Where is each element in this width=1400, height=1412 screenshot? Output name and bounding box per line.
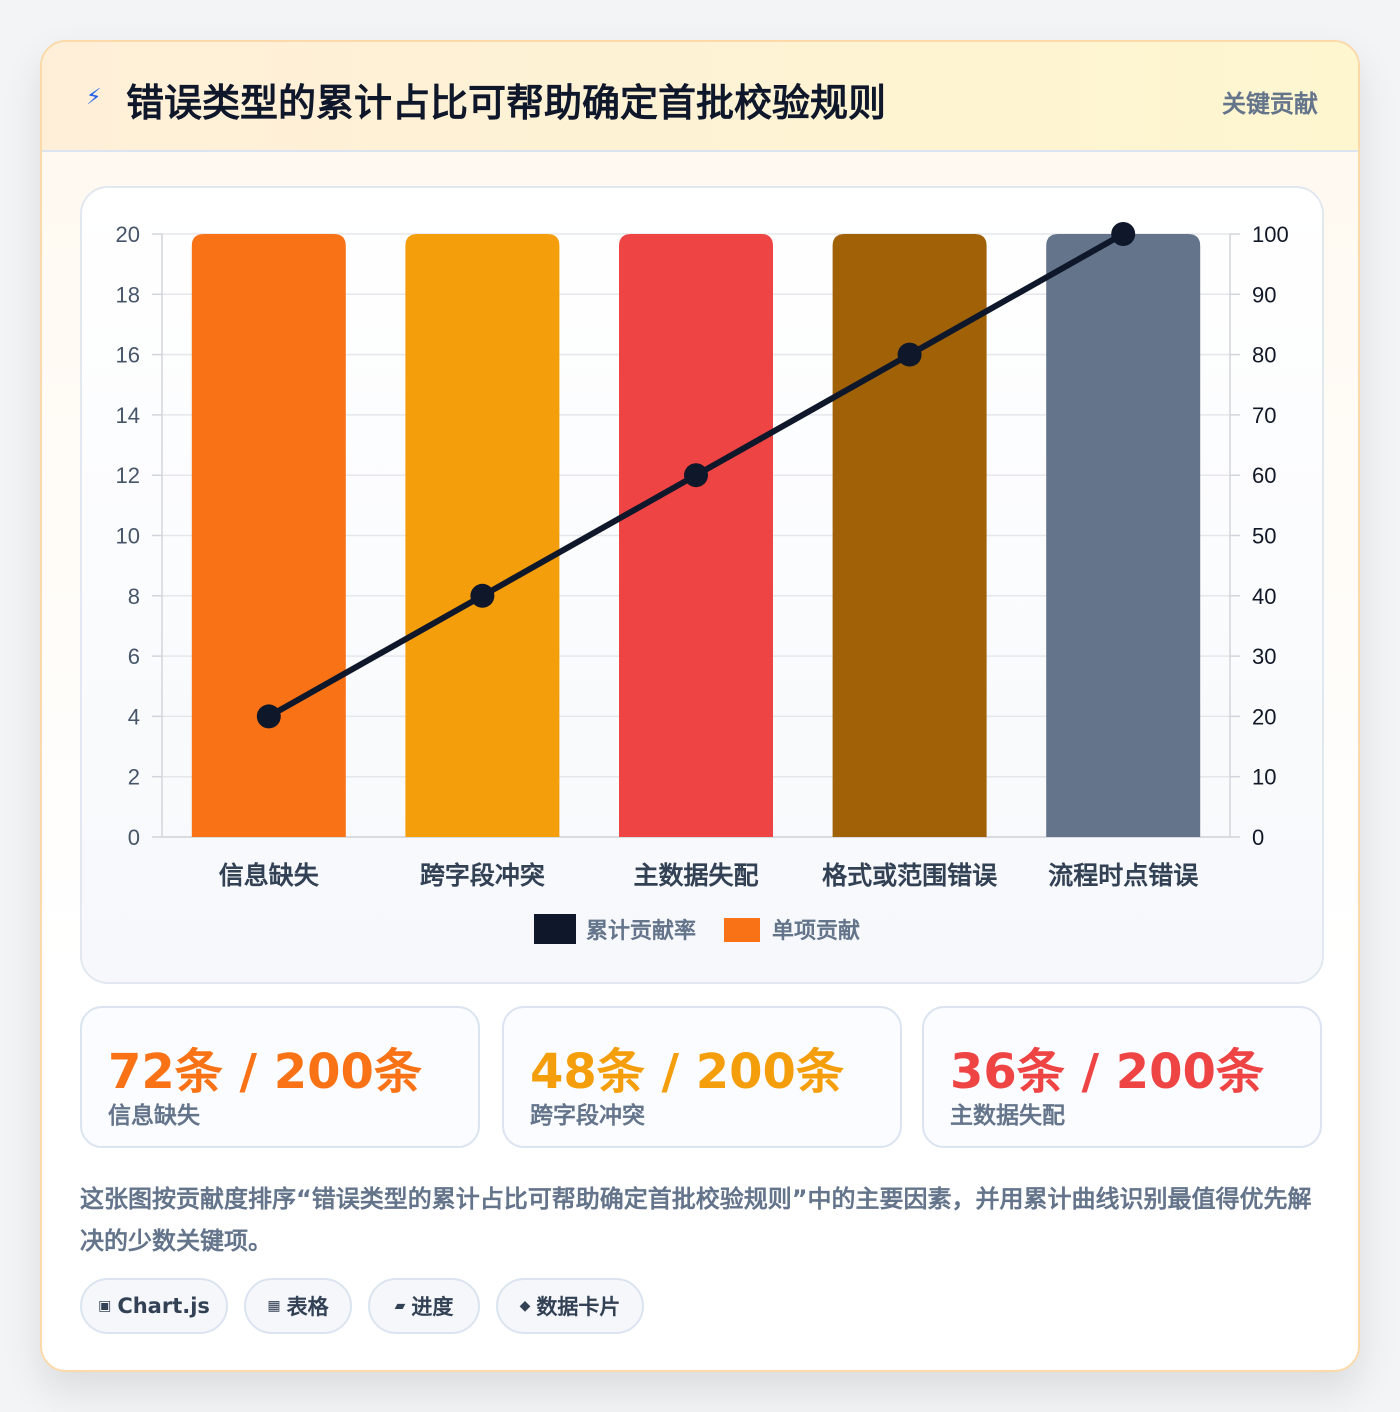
y-right-tick-label: 100 (1252, 222, 1289, 247)
tag-label: Chart.js (117, 1294, 210, 1318)
stat-label: 跨字段冲突 (530, 1103, 645, 1129)
bar (1046, 234, 1201, 837)
card-header: ⚡ 错误类型的累计占比可帮助确定首批校验规则 关键贡献 (42, 42, 1358, 152)
y-left-tick-label: 8 (128, 584, 140, 609)
y-right-tick-label: 30 (1252, 644, 1276, 669)
stat-value: 72条 / 200条 (108, 1044, 422, 1100)
bar (619, 234, 773, 837)
y-right-tick-label: 10 (1252, 765, 1276, 790)
y-right-tick-label: 40 (1252, 584, 1276, 609)
lightning-icon: ⚡ (86, 85, 102, 110)
legend-label-cumulative: 累计贡献率 (586, 918, 696, 944)
table-icon: ▦ (267, 1298, 281, 1314)
chart-description: 这张图按贡献度排序“错误类型的累计占比可帮助确定首批校验规则”中的主要因素，并用… (80, 1185, 1312, 1255)
x-tick-label: 跨字段冲突 (420, 861, 545, 890)
x-tick-label: 流程时点错误 (1048, 861, 1199, 890)
stat-card-2: 48条 / 200条 跨字段冲突 (502, 1006, 902, 1148)
stat-label: 主数据失配 (950, 1103, 1065, 1129)
data-card-icon: ◆ (519, 1298, 531, 1314)
pareto-chart: 0 2 4 6 8 10 12 14 16 18 20 0 10 20 30 40 50 60 70 80 90 100 信… (116, 222, 1289, 944)
x-tick-label: 格式或范围错误 (822, 861, 998, 890)
y-left-tick-label: 14 (116, 403, 140, 428)
x-tick-label: 信息缺失 (219, 861, 320, 890)
progress-icon: ▰ (394, 1298, 406, 1314)
y-left-tick-label: 4 (128, 704, 140, 729)
bar (405, 234, 560, 837)
bar (832, 234, 987, 837)
y-left-tick-label: 18 (116, 282, 140, 307)
legend-swatch-single (724, 918, 760, 942)
cumulative-point (684, 463, 708, 488)
tag-label: 进度 (411, 1295, 454, 1319)
y-right-tick-label: 50 (1252, 524, 1276, 549)
y-left-tick-label: 16 (116, 343, 140, 368)
bar (191, 234, 346, 837)
stat-value: 48条 / 200条 (530, 1044, 844, 1100)
legend-swatch-cumulative (534, 914, 576, 944)
tag-data-card[interactable]: ◆ 数据卡片 (496, 1278, 644, 1334)
tag-label: 数据卡片 (536, 1295, 621, 1319)
legend-label-single: 单项贡献 (772, 918, 860, 944)
page-title: 错误类型的累计占比可帮助确定首批校验规则 (126, 81, 887, 125)
y-right-tick-label: 20 (1252, 704, 1276, 729)
key-contribution-badge: 关键贡献 (1222, 90, 1318, 118)
cumulative-point (897, 342, 922, 367)
y-left-tick-label: 2 (128, 765, 140, 790)
cumulative-point (1111, 222, 1136, 246)
y-right-tick-label: 80 (1252, 343, 1276, 368)
tag-chartjs[interactable]: ▣ Chart.js (80, 1278, 228, 1334)
y-left-tick-label: 6 (128, 644, 140, 669)
stat-card-3: 36条 / 200条 主数据失配 (922, 1006, 1322, 1148)
chart-card: ⚡ 错误类型的累计占比可帮助确定首批校验规则 关键贡献 0 2 4 6 8 10 12 14 1… (40, 40, 1360, 1372)
stat-card-1: 72条 / 200条 信息缺失 (80, 1006, 480, 1148)
chart-icon: ▣ (98, 1298, 112, 1314)
cumulative-point (470, 583, 495, 608)
x-tick-label: 主数据失配 (633, 861, 758, 890)
y-right-tick-label: 0 (1252, 825, 1264, 850)
stat-value: 36条 / 200条 (950, 1044, 1264, 1100)
stat-label: 信息缺失 (108, 1103, 200, 1129)
tag-label: 表格 (286, 1295, 329, 1319)
y-right-tick-label: 90 (1252, 282, 1276, 307)
y-left-tick-label: 12 (116, 463, 140, 488)
tag-table[interactable]: ▦ 表格 (244, 1278, 352, 1334)
pareto-chart-panel: 0 2 4 6 8 10 12 14 16 18 20 0 10 20 30 40 50 60 70 80 90 100 信… (80, 186, 1324, 984)
tag-progress[interactable]: ▰ 进度 (368, 1278, 480, 1334)
y-left-tick-label: 20 (116, 222, 140, 247)
y-right-tick-label: 70 (1252, 403, 1276, 428)
y-right-tick-label: 60 (1252, 463, 1276, 488)
y-left-tick-label: 0 (128, 825, 140, 850)
cumulative-point (256, 704, 281, 729)
y-left-tick-label: 10 (116, 524, 140, 549)
